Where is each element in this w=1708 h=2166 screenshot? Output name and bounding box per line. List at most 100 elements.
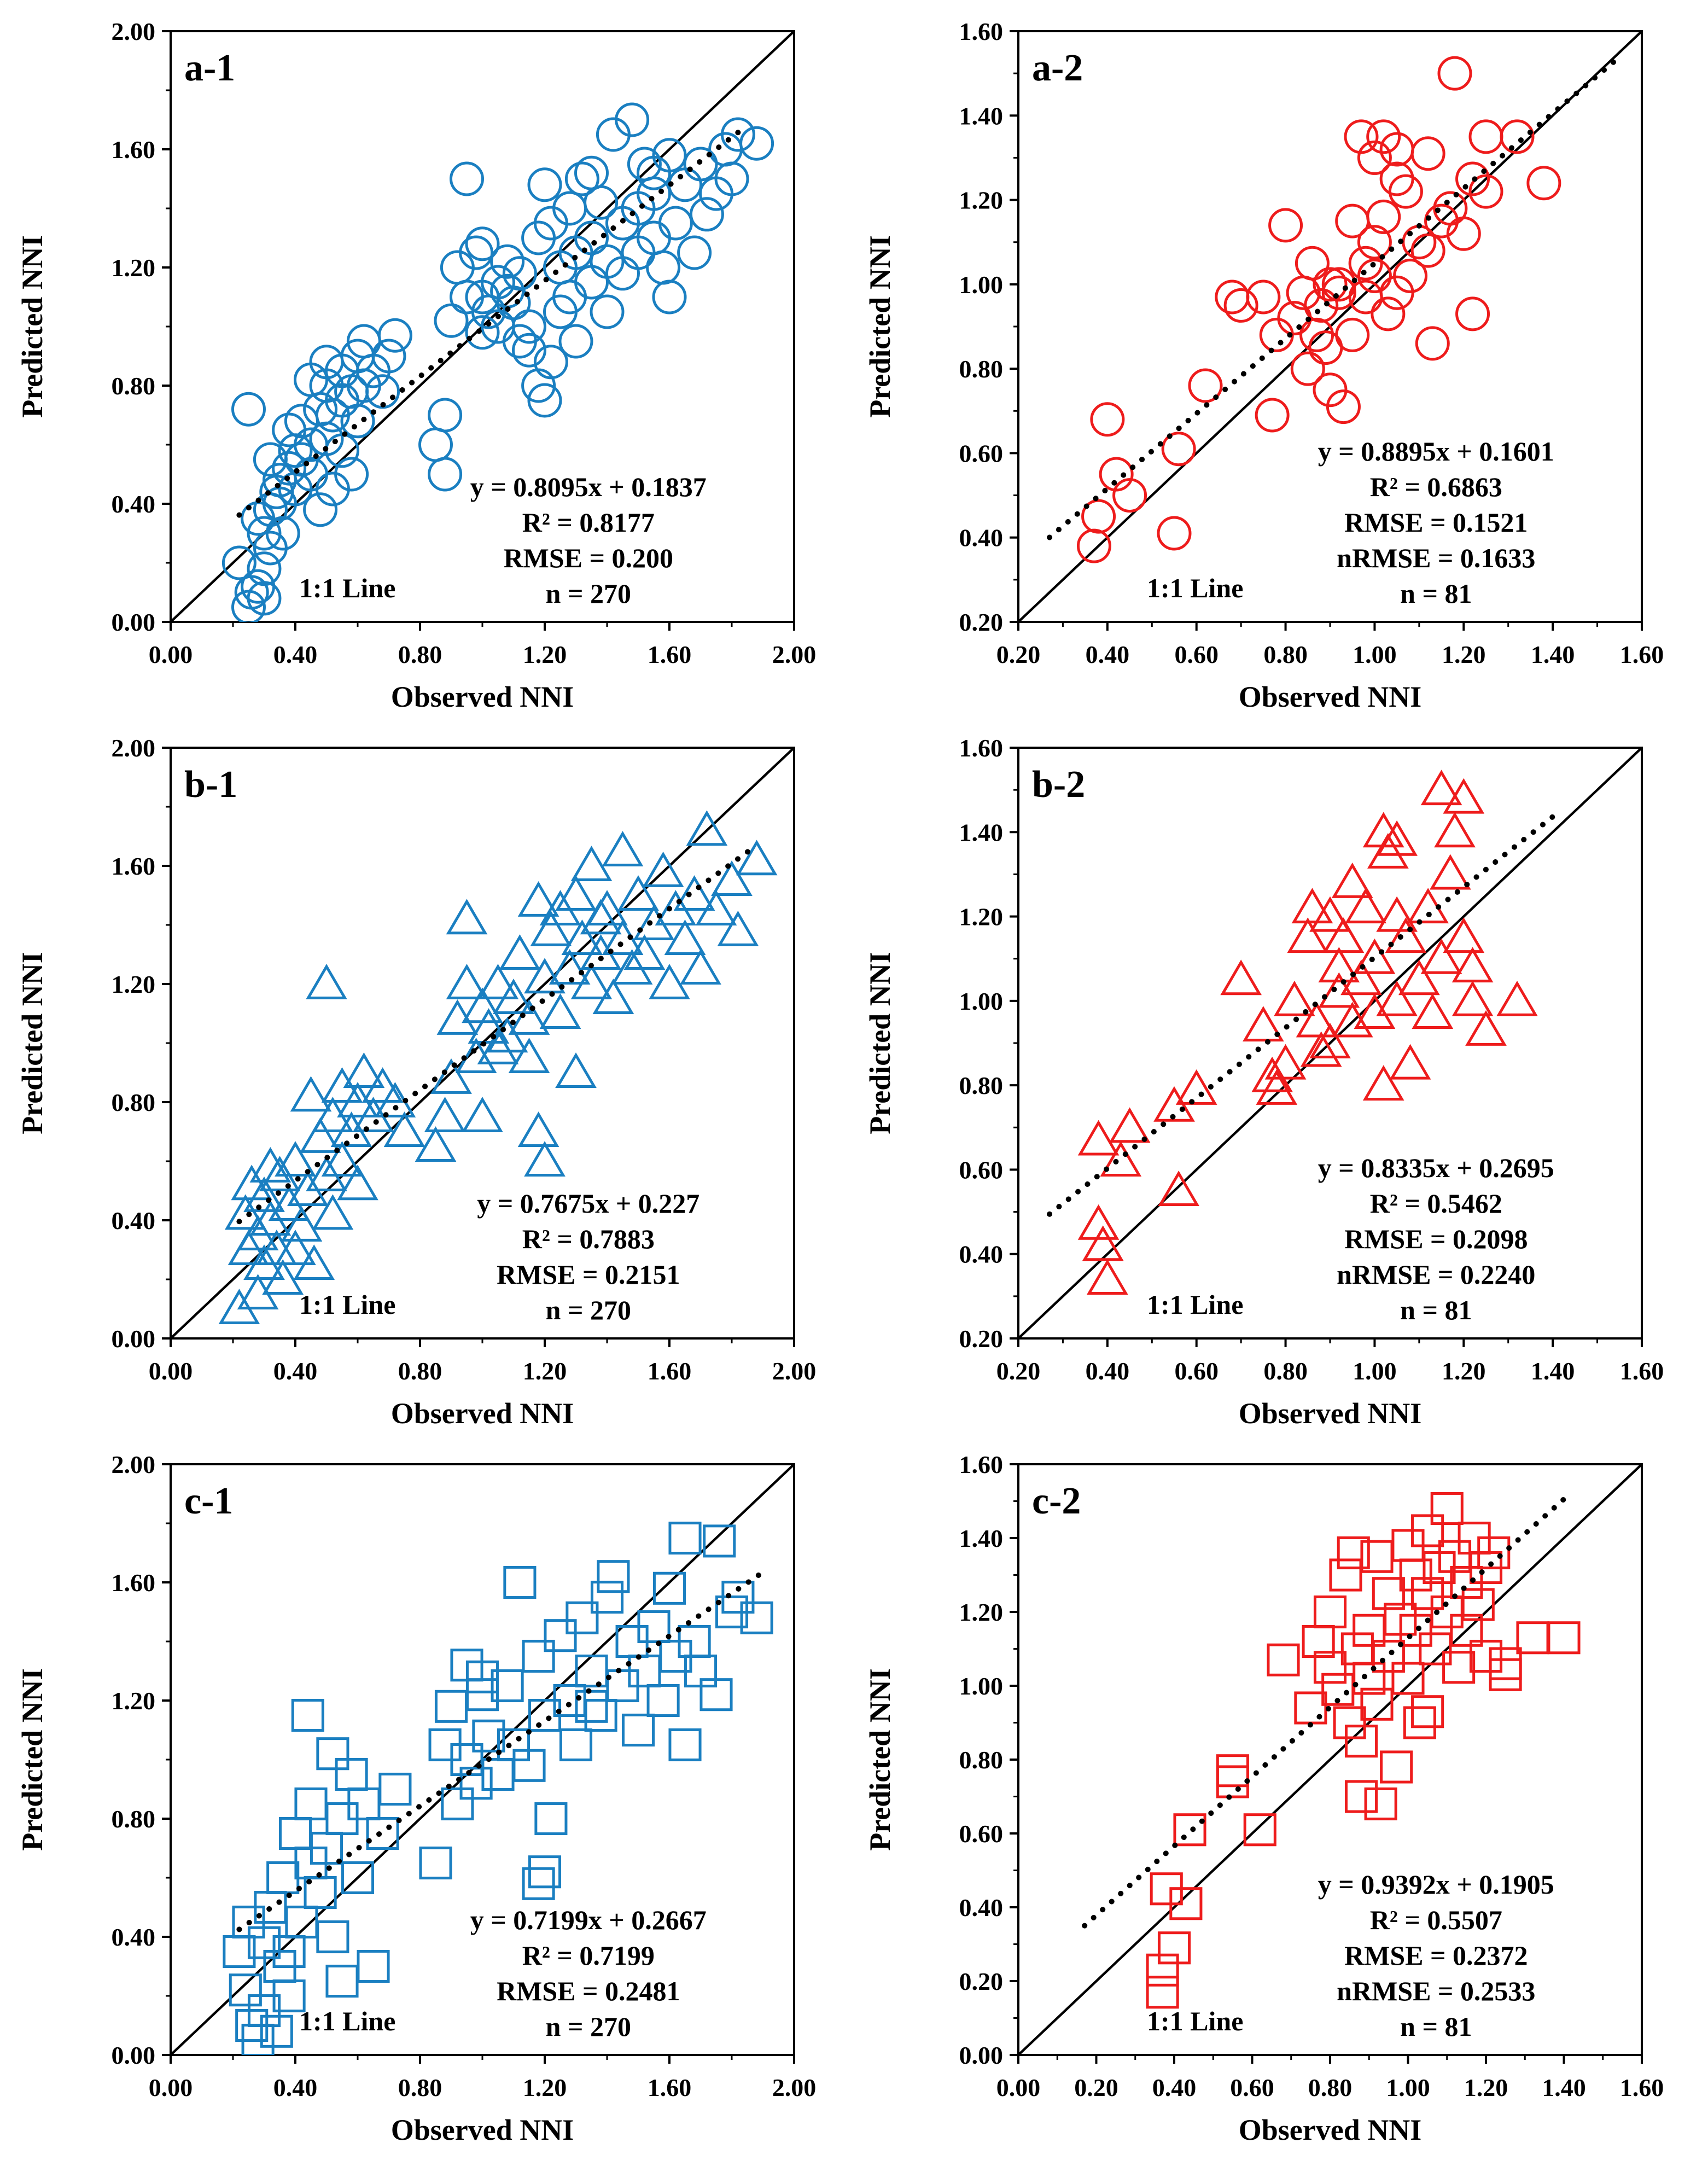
data-point-a-2 — [1437, 56, 1472, 91]
data-point-b-1 — [312, 1194, 354, 1230]
stat-line-a-2: n = 81 — [1400, 578, 1472, 609]
data-point-b-2 — [1291, 888, 1333, 924]
data-point-c-2 — [1399, 1558, 1432, 1592]
data-point-c-2 — [1372, 1577, 1405, 1610]
data-point-c-2 — [1411, 1695, 1444, 1728]
y-tick-label-b-2: 0.80 — [959, 1072, 1004, 1099]
y-tick-label-b-1: 1.60 — [112, 852, 156, 880]
y-tick-label-a-2: 1.40 — [959, 102, 1004, 130]
data-point-b-2 — [1318, 947, 1360, 983]
data-point-b-2 — [1309, 1023, 1351, 1059]
data-point-b-1 — [555, 1052, 597, 1088]
data-point-b-2 — [1430, 854, 1471, 890]
data-point-a-1 — [231, 392, 266, 427]
data-point-a-1 — [259, 474, 294, 509]
one-to-one-line-c-2 — [1018, 1464, 1642, 2055]
data-point-b-1 — [415, 1126, 457, 1162]
x-axis-title-b-1: Observed NNI — [391, 1397, 574, 1430]
data-point-b-1 — [717, 910, 759, 946]
data-point-c-2 — [1364, 1787, 1397, 1821]
stat-line-b-1: RMSE = 0.2151 — [497, 1259, 680, 1290]
data-point-a-2 — [1326, 389, 1361, 424]
data-point-c-1 — [522, 1639, 555, 1673]
data-point-b-2 — [1287, 917, 1329, 953]
y-tick-label-a-1: 0.00 — [112, 608, 156, 636]
data-point-b-2 — [1318, 972, 1360, 1008]
data-point-b-2 — [1443, 778, 1485, 814]
data-point-c-1 — [703, 1524, 736, 1558]
y-tick-label-a-2: 0.40 — [959, 524, 1004, 552]
x-tick-label-a-1: 0.80 — [398, 641, 442, 668]
data-point-c-2 — [1477, 1536, 1511, 1570]
data-point-c-2 — [1243, 1813, 1276, 1847]
data-point-b-2 — [1251, 1056, 1293, 1092]
y-tick-label-c-2: 1.40 — [959, 1524, 1004, 1552]
x-tick-label-c-1: 0.00 — [149, 2074, 193, 2101]
data-point-b-2 — [1451, 947, 1494, 983]
data-point-a-2 — [1081, 499, 1116, 534]
x-tick-label-c-2: 0.40 — [1152, 2074, 1197, 2101]
data-point-b-1 — [477, 1028, 519, 1064]
data-point-a-1 — [490, 244, 525, 279]
stat-line-a-2: R² = 0.6863 — [1370, 471, 1502, 502]
data-point-a-1 — [334, 457, 369, 492]
points-c-1 — [223, 1521, 773, 2055]
data-point-b-1 — [383, 1111, 425, 1148]
x-tick-label-c-2: 0.80 — [1308, 2074, 1353, 2101]
data-point-a-2 — [1090, 402, 1125, 437]
data-point-c-1 — [291, 1698, 324, 1732]
data-point-b-2 — [1296, 1002, 1338, 1038]
y-tick-label-b-2: 1.00 — [959, 987, 1004, 1015]
x-tick-label-b-2: 0.60 — [1174, 1357, 1219, 1385]
data-point-a-2 — [1223, 288, 1258, 323]
data-point-c-1 — [637, 1610, 671, 1644]
x-tick-label-c-2: 1.40 — [1542, 2074, 1586, 2101]
stat-line-b-2: y = 0.8335x + 0.2695 — [1318, 1152, 1554, 1183]
data-point-b-1 — [281, 1206, 323, 1242]
stat-line-b-2: RMSE = 0.2098 — [1344, 1224, 1528, 1254]
points-b-2 — [1077, 770, 1538, 1295]
data-point-b-1 — [617, 875, 659, 911]
data-point-c-1 — [341, 1861, 375, 1895]
data-point-a-1 — [683, 147, 718, 182]
data-point-b-2 — [1420, 770, 1462, 806]
x-tick-label-a-2: 1.60 — [1620, 641, 1664, 668]
data-point-a-2 — [1344, 119, 1379, 154]
data-point-b-1 — [493, 979, 534, 1015]
stat-line-c-2: y = 0.9392x + 0.1905 — [1318, 1869, 1554, 1900]
x-axis-title-a-1: Observed NNI — [391, 680, 574, 713]
data-point-a-2 — [1415, 326, 1450, 361]
data-point-a-1 — [303, 492, 338, 527]
x-tick-label-c-2: 0.20 — [1074, 2074, 1118, 2101]
data-point-a-2 — [1304, 288, 1339, 323]
data-point-c-2 — [1146, 1976, 1179, 2009]
x-tick-label-a-2: 0.60 — [1174, 641, 1219, 668]
panel-c-2: 0.00 0.20 0.40 0.60 0.80 1.00 1.20 1.40 1.60 0.00… — [864, 1451, 1664, 2146]
y-tick-label-b-2: 1.40 — [959, 818, 1004, 846]
data-point-a-2 — [1255, 398, 1290, 433]
data-point-c-2 — [1344, 1780, 1378, 1813]
data-point-b-1 — [249, 1146, 292, 1183]
y-tick-label-b-1: 0.40 — [112, 1207, 156, 1235]
data-point-c-1 — [544, 1619, 577, 1652]
x-tick-label-b-2: 0.20 — [996, 1357, 1041, 1385]
data-point-c-2 — [1329, 1558, 1362, 1592]
data-point-c-1 — [512, 1749, 546, 1782]
data-point-a-1 — [533, 345, 568, 380]
data-point-b-1 — [680, 949, 721, 985]
data-point-a-1 — [278, 433, 313, 468]
y-tick-label-b-1: 0.00 — [112, 1325, 156, 1353]
x-tick-label-b-1: 0.80 — [398, 1357, 442, 1385]
data-point-c-1 — [740, 1601, 773, 1634]
data-point-a-1 — [459, 235, 494, 270]
x-tick-label-a-1: 2.00 — [772, 641, 817, 668]
stat-line-a-2: RMSE = 0.1521 — [1344, 507, 1528, 538]
data-point-c-2 — [1344, 1725, 1378, 1758]
data-point-b-2 — [1220, 959, 1262, 995]
y-tick-label-b-2: 1.60 — [959, 734, 1004, 762]
y-tick-label-b-1: 2.00 — [112, 734, 156, 762]
data-point-a-2 — [1446, 216, 1481, 251]
y-tick-label-c-1: 2.00 — [112, 1451, 156, 1478]
data-point-b-2 — [1082, 1225, 1124, 1261]
x-tick-label-c-1: 0.40 — [273, 2074, 318, 2101]
